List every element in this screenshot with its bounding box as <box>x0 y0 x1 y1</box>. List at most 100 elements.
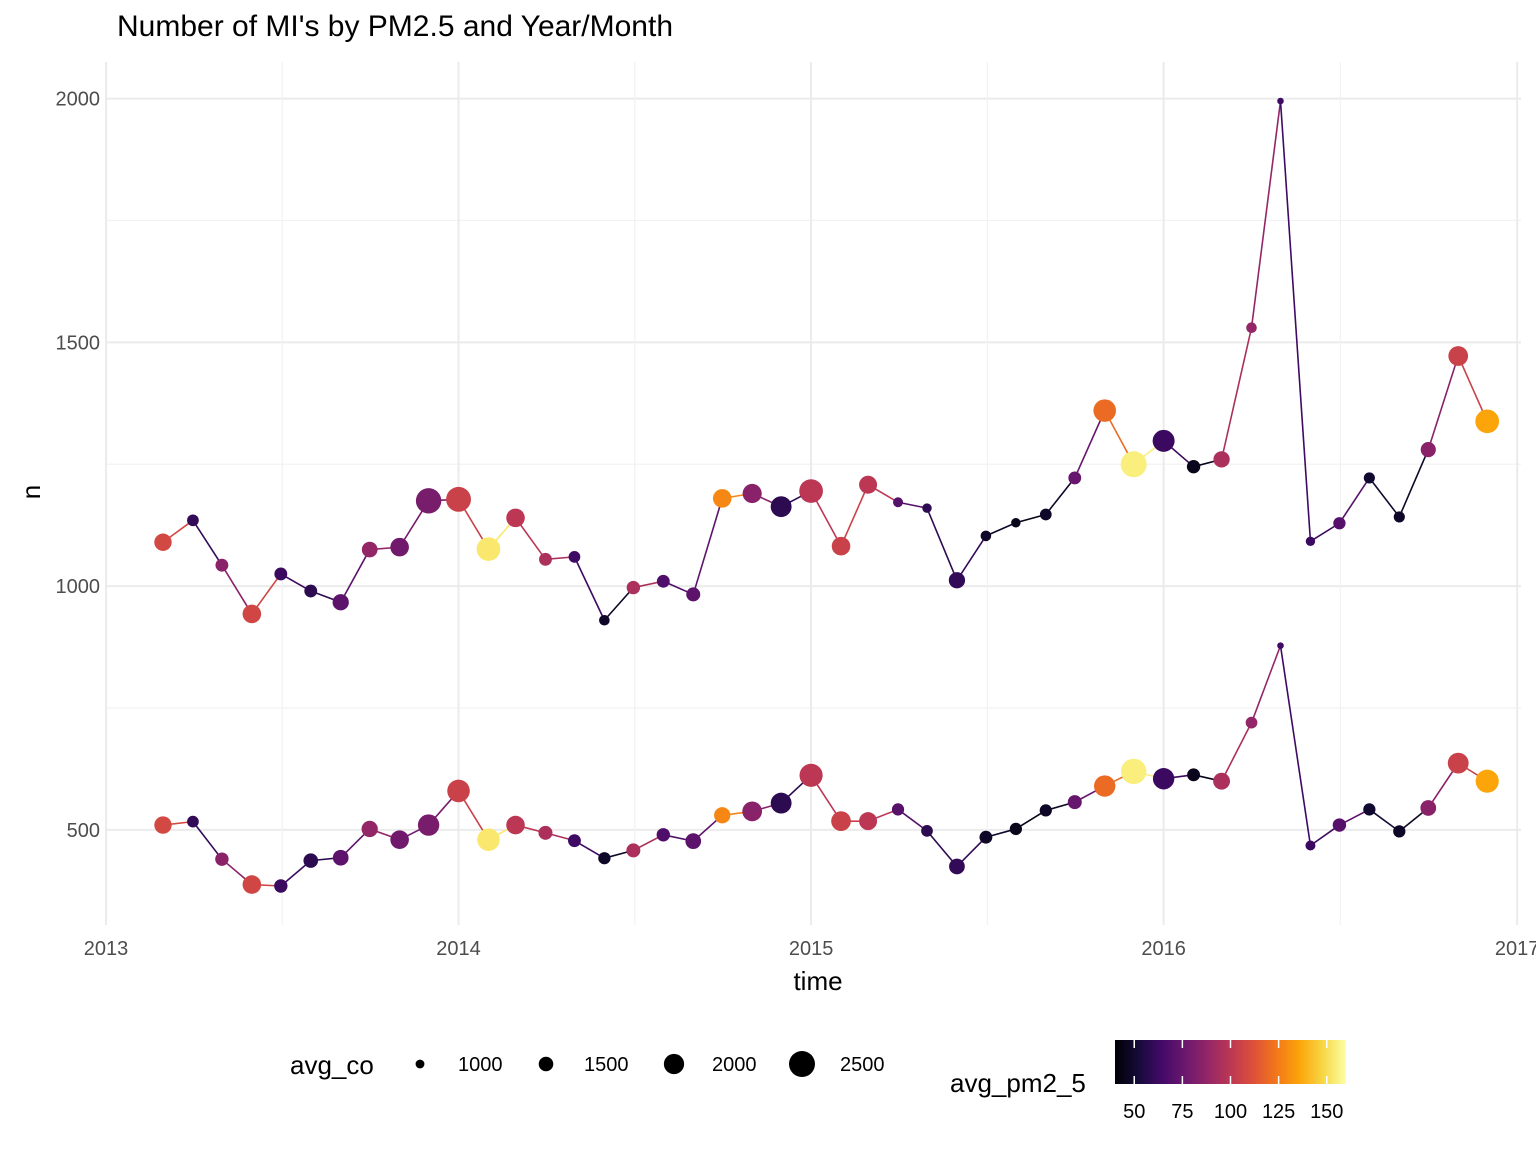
data-point <box>1363 803 1376 816</box>
data-point <box>568 551 581 563</box>
data-point <box>685 833 702 849</box>
data-point <box>921 825 933 837</box>
data-point <box>859 812 878 831</box>
data-point <box>1245 716 1258 729</box>
data-point <box>1093 399 1116 422</box>
data-point <box>742 801 763 822</box>
data-point <box>980 530 992 542</box>
data-point <box>799 763 823 787</box>
data-point <box>1475 409 1500 434</box>
colorbar-label: 150 <box>1310 1101 1343 1123</box>
y-tick-label: 1500 <box>56 332 101 354</box>
x-tick-label: 2017 <box>1495 938 1536 960</box>
data-point <box>274 567 288 581</box>
data-point <box>1393 511 1405 523</box>
size-legend-label: 1000 <box>458 1054 503 1076</box>
axes: time n 500 1000 1500 2000 2013 2014 2015 2016 20… <box>16 89 1536 996</box>
data-point <box>154 816 172 834</box>
data-point <box>1277 97 1284 105</box>
size-legend-title: avg_co <box>290 1050 374 1080</box>
x-tick-label: 2015 <box>789 938 834 960</box>
data-point <box>712 489 732 508</box>
chart-title: Number of MI's by PM2.5 and Year/Month <box>117 10 674 43</box>
data-point <box>859 475 878 494</box>
data-point <box>417 814 440 836</box>
data-point <box>1120 758 1147 785</box>
data-point <box>361 541 378 558</box>
colorbar-label: 100 <box>1214 1101 1247 1123</box>
series-line-segment <box>192 821 223 860</box>
data-point <box>304 584 318 598</box>
data-point <box>1039 804 1052 817</box>
data-point <box>656 574 670 588</box>
series-line-segment <box>340 549 371 603</box>
series-lines <box>162 100 1488 887</box>
data-point <box>1447 752 1469 774</box>
data-point <box>1213 451 1230 468</box>
data-point <box>770 792 792 814</box>
data-point <box>831 811 851 832</box>
data-point <box>599 614 610 626</box>
data-point <box>1448 346 1469 366</box>
data-points <box>154 97 1500 894</box>
data-point <box>1186 459 1201 474</box>
series-line-segment <box>192 519 223 566</box>
series-line-segment <box>926 507 958 581</box>
data-point <box>891 803 905 816</box>
series-line-segment <box>1368 808 1400 833</box>
series-line-segment <box>221 564 253 615</box>
x-tick-label: 2016 <box>1141 938 1186 960</box>
data-point <box>390 537 409 557</box>
series-line-segment <box>603 587 634 621</box>
series-line-segment <box>1045 477 1076 515</box>
colorbar-label: 75 <box>1171 1101 1193 1123</box>
series-line-segment <box>573 556 606 621</box>
series-line-segment <box>1250 645 1282 723</box>
series-line-segment <box>1279 645 1312 846</box>
size-legend-label: 1500 <box>584 1054 629 1076</box>
data-point <box>598 852 611 865</box>
size-legend-key <box>415 1059 425 1069</box>
series-line-segment <box>1427 355 1459 450</box>
data-point <box>742 483 762 504</box>
y-tick-label: 500 <box>67 820 100 842</box>
data-point <box>215 852 229 866</box>
data-point <box>538 825 553 840</box>
data-point <box>361 820 378 838</box>
series-line-segment <box>1250 100 1282 328</box>
data-point <box>1475 769 1499 793</box>
data-point <box>332 849 349 866</box>
data-point <box>1333 517 1346 530</box>
color-legend-title: avg_pm2_5 <box>950 1068 1086 1098</box>
data-point <box>1420 800 1437 816</box>
data-point <box>303 853 319 868</box>
data-point <box>1152 429 1175 452</box>
size-legend-key <box>789 1051 815 1077</box>
series-line-segment <box>692 498 723 595</box>
series-line-segment <box>1074 410 1106 479</box>
data-point <box>332 594 349 611</box>
data-point <box>242 604 262 624</box>
series-line-segment <box>1368 477 1400 518</box>
colorbar-label: 50 <box>1123 1101 1145 1123</box>
data-point <box>476 537 501 561</box>
size-legend: avg_co 1000 1500 2000 2500 <box>290 1050 885 1080</box>
data-point <box>1246 322 1257 334</box>
data-point <box>1011 518 1021 528</box>
data-point <box>1277 642 1284 649</box>
series-line-segment <box>1279 100 1312 542</box>
data-point <box>1305 840 1316 851</box>
x-tick-label: 2014 <box>436 938 481 960</box>
data-point <box>1067 795 1082 810</box>
data-point <box>893 497 904 508</box>
data-point <box>390 830 409 849</box>
data-point <box>1363 472 1375 484</box>
size-legend-label: 2000 <box>712 1054 757 1076</box>
data-point <box>415 488 442 514</box>
size-legend-key <box>663 1053 685 1075</box>
data-point <box>714 807 731 824</box>
data-point <box>1305 536 1316 546</box>
data-point <box>1120 451 1147 478</box>
data-point <box>274 879 288 893</box>
data-point <box>656 828 671 842</box>
